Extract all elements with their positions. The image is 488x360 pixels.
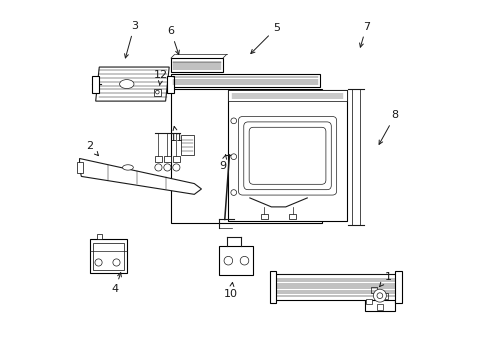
Bar xyxy=(171,89,321,223)
Circle shape xyxy=(163,164,171,171)
Text: 2: 2 xyxy=(86,141,98,156)
Ellipse shape xyxy=(122,165,133,170)
Circle shape xyxy=(373,289,386,302)
Bar xyxy=(77,162,83,173)
Polygon shape xyxy=(96,67,169,101)
Circle shape xyxy=(95,259,102,266)
Bar xyxy=(155,156,162,162)
Circle shape xyxy=(224,256,232,265)
Ellipse shape xyxy=(120,80,134,89)
Bar xyxy=(394,271,401,303)
Circle shape xyxy=(113,259,120,266)
Bar xyxy=(167,76,174,93)
Polygon shape xyxy=(80,158,201,194)
Bar xyxy=(93,243,123,270)
Text: 11: 11 xyxy=(169,126,183,143)
Bar xyxy=(163,156,171,162)
Bar xyxy=(92,76,99,93)
Bar xyxy=(172,156,180,162)
Text: 8: 8 xyxy=(378,111,398,144)
Circle shape xyxy=(230,190,236,195)
Text: 6: 6 xyxy=(167,26,179,54)
Text: 4: 4 xyxy=(112,273,121,294)
Bar xyxy=(365,298,371,304)
Bar xyxy=(370,287,376,293)
Bar xyxy=(289,214,296,220)
Bar xyxy=(364,280,394,311)
Circle shape xyxy=(240,256,248,265)
Text: 5: 5 xyxy=(250,23,280,54)
Text: 7: 7 xyxy=(359,22,369,47)
Text: 9: 9 xyxy=(219,155,226,171)
Bar xyxy=(181,135,193,155)
Circle shape xyxy=(155,164,162,171)
Bar xyxy=(171,74,319,87)
Bar xyxy=(89,239,127,273)
Bar xyxy=(97,234,102,239)
Circle shape xyxy=(230,118,236,124)
Text: 10: 10 xyxy=(224,283,237,299)
FancyBboxPatch shape xyxy=(238,117,336,195)
Circle shape xyxy=(172,164,180,171)
Circle shape xyxy=(155,90,159,94)
Bar xyxy=(228,90,346,221)
FancyBboxPatch shape xyxy=(249,127,325,184)
Text: 1: 1 xyxy=(379,272,390,287)
Bar xyxy=(171,58,223,72)
Bar xyxy=(351,89,359,225)
Bar xyxy=(154,89,160,96)
Circle shape xyxy=(230,154,236,159)
Circle shape xyxy=(376,293,382,298)
Bar xyxy=(219,246,253,275)
Bar xyxy=(376,304,382,310)
Bar xyxy=(269,271,276,303)
FancyBboxPatch shape xyxy=(244,122,330,190)
Bar xyxy=(260,214,267,220)
Text: 12: 12 xyxy=(154,70,168,85)
Text: 3: 3 xyxy=(124,21,138,58)
Bar xyxy=(273,274,396,300)
Bar xyxy=(228,90,346,101)
Bar xyxy=(382,293,387,298)
